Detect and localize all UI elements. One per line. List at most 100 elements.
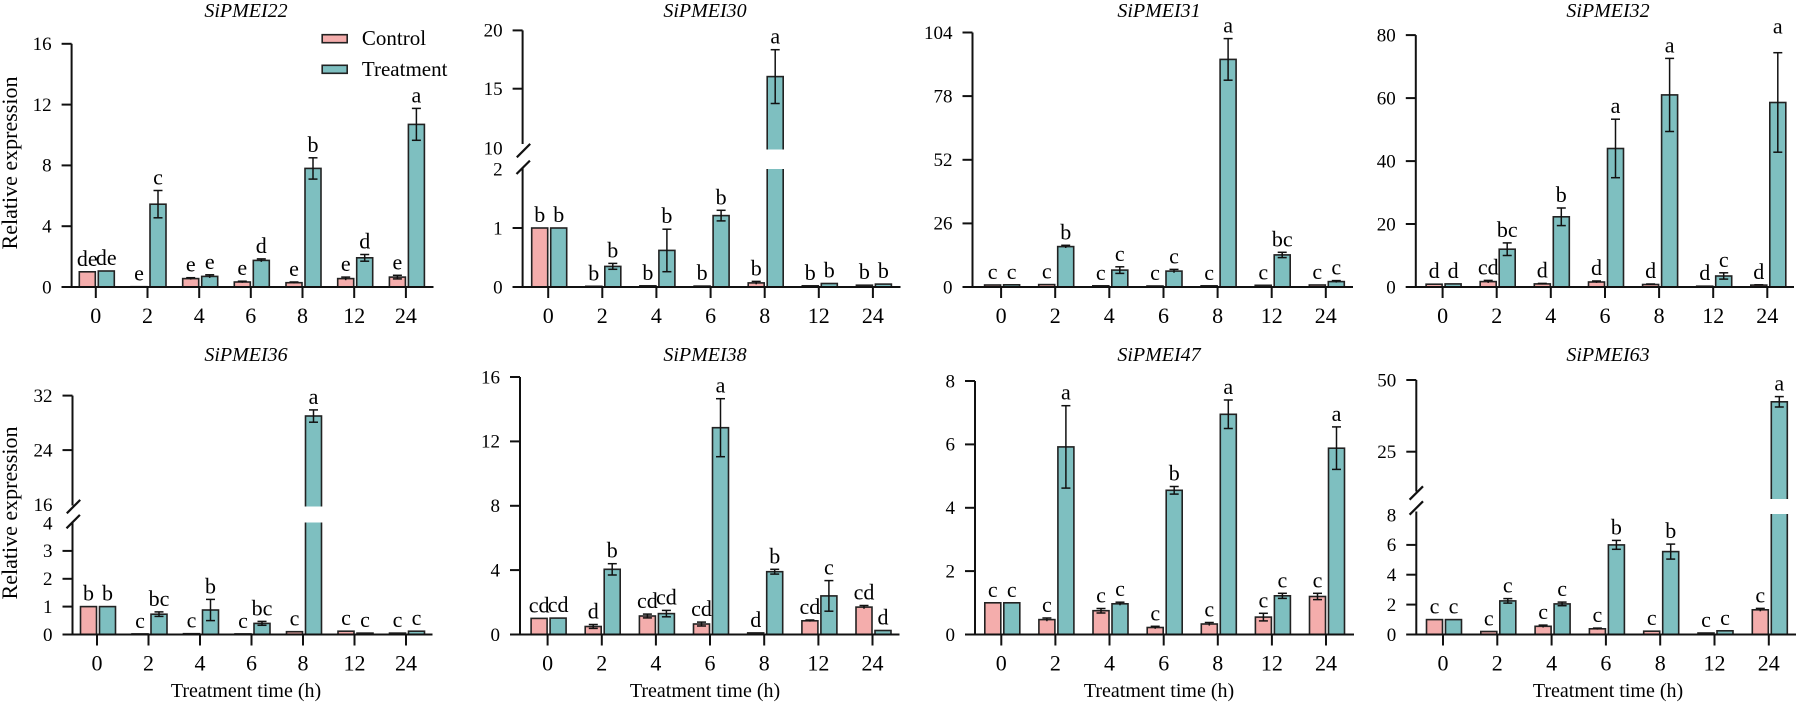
svg-text:1: 1 bbox=[43, 597, 53, 618]
svg-text:0: 0 bbox=[542, 651, 553, 676]
svg-text:b: b bbox=[83, 581, 94, 606]
svg-text:8: 8 bbox=[1387, 505, 1397, 526]
svg-text:50: 50 bbox=[1377, 370, 1396, 391]
svg-text:0: 0 bbox=[996, 303, 1007, 328]
svg-text:b: b bbox=[751, 255, 762, 280]
svg-text:c: c bbox=[1755, 582, 1765, 607]
svg-text:SiPMEI38: SiPMEI38 bbox=[663, 344, 746, 366]
svg-text:d: d bbox=[256, 233, 267, 258]
svg-text:4: 4 bbox=[1104, 303, 1115, 328]
svg-text:a: a bbox=[1223, 374, 1233, 399]
svg-text:2: 2 bbox=[946, 561, 956, 582]
svg-text:c: c bbox=[1204, 597, 1214, 622]
svg-text:b: b bbox=[205, 573, 216, 598]
svg-text:SiPMEI36: SiPMEI36 bbox=[204, 344, 287, 366]
svg-text:12: 12 bbox=[1702, 303, 1724, 328]
svg-text:60: 60 bbox=[1377, 88, 1396, 109]
svg-text:c: c bbox=[360, 607, 370, 632]
svg-text:b: b bbox=[805, 260, 816, 285]
svg-text:6: 6 bbox=[705, 303, 716, 328]
svg-text:b: b bbox=[102, 581, 113, 606]
svg-text:b: b bbox=[769, 543, 780, 568]
svg-text:12: 12 bbox=[343, 303, 365, 328]
svg-text:4: 4 bbox=[491, 560, 501, 581]
svg-text:12: 12 bbox=[807, 651, 829, 676]
svg-text:0: 0 bbox=[946, 625, 956, 646]
svg-text:0: 0 bbox=[1386, 277, 1396, 298]
svg-text:c: c bbox=[412, 605, 422, 630]
svg-text:2: 2 bbox=[1050, 651, 1061, 676]
svg-text:bc: bc bbox=[1497, 217, 1518, 242]
svg-text:c: c bbox=[1430, 594, 1440, 619]
svg-text:c: c bbox=[153, 165, 163, 190]
svg-text:0: 0 bbox=[92, 651, 103, 676]
svg-text:2: 2 bbox=[1491, 303, 1502, 328]
svg-text:c: c bbox=[1278, 567, 1288, 592]
svg-text:cd: cd bbox=[800, 594, 821, 619]
svg-text:2: 2 bbox=[143, 651, 154, 676]
svg-text:2: 2 bbox=[142, 303, 153, 328]
svg-text:d: d bbox=[1448, 258, 1459, 283]
svg-text:4: 4 bbox=[42, 217, 52, 238]
svg-text:a: a bbox=[770, 24, 780, 49]
svg-text:c: c bbox=[1503, 573, 1513, 598]
svg-text:b: b bbox=[588, 260, 599, 285]
svg-text:b: b bbox=[553, 202, 564, 227]
svg-text:de: de bbox=[77, 246, 98, 271]
svg-text:d: d bbox=[359, 229, 370, 254]
svg-text:0: 0 bbox=[493, 277, 503, 298]
svg-text:a: a bbox=[1773, 14, 1783, 39]
svg-text:4: 4 bbox=[1546, 651, 1557, 676]
svg-text:4: 4 bbox=[194, 303, 205, 328]
svg-text:bc: bc bbox=[252, 595, 273, 620]
svg-text:c: c bbox=[1007, 259, 1017, 284]
svg-text:c: c bbox=[1115, 241, 1125, 266]
svg-text:12: 12 bbox=[481, 432, 500, 453]
svg-text:d: d bbox=[588, 599, 599, 624]
svg-text:4: 4 bbox=[1387, 565, 1397, 586]
svg-text:de: de bbox=[96, 245, 117, 270]
svg-text:d: d bbox=[1699, 260, 1710, 285]
svg-text:24: 24 bbox=[1315, 303, 1337, 328]
svg-text:8: 8 bbox=[491, 496, 501, 517]
svg-text:SiPMEI22: SiPMEI22 bbox=[204, 0, 287, 22]
svg-text:e: e bbox=[289, 256, 299, 281]
svg-text:16: 16 bbox=[33, 34, 52, 55]
svg-text:e: e bbox=[134, 261, 144, 286]
svg-text:c: c bbox=[1096, 583, 1106, 608]
svg-text:6: 6 bbox=[1600, 651, 1611, 676]
svg-text:c: c bbox=[1720, 605, 1730, 630]
svg-text:c: c bbox=[1259, 587, 1269, 612]
svg-text:b: b bbox=[1665, 518, 1676, 543]
svg-text:4: 4 bbox=[650, 651, 661, 676]
svg-text:12: 12 bbox=[808, 303, 830, 328]
svg-text:2: 2 bbox=[597, 303, 608, 328]
svg-text:d: d bbox=[1429, 258, 1440, 283]
svg-text:52: 52 bbox=[934, 150, 953, 171]
svg-text:c: c bbox=[1647, 605, 1657, 630]
svg-text:20: 20 bbox=[1377, 214, 1396, 235]
svg-text:bc: bc bbox=[149, 586, 170, 611]
svg-text:25: 25 bbox=[1377, 442, 1396, 463]
svg-text:Relative expression: Relative expression bbox=[0, 427, 22, 600]
svg-text:0: 0 bbox=[996, 651, 1007, 676]
svg-text:6: 6 bbox=[1158, 303, 1169, 328]
svg-text:78: 78 bbox=[934, 86, 953, 107]
svg-text:12: 12 bbox=[33, 95, 52, 116]
svg-text:80: 80 bbox=[1377, 25, 1396, 46]
svg-text:a: a bbox=[716, 373, 726, 398]
svg-text:b: b bbox=[716, 184, 727, 209]
svg-text:40: 40 bbox=[1377, 151, 1396, 172]
svg-text:8: 8 bbox=[759, 303, 770, 328]
svg-text:a: a bbox=[412, 82, 422, 107]
svg-text:c: c bbox=[824, 555, 834, 580]
svg-text:a: a bbox=[1665, 32, 1675, 57]
svg-text:Treatment time (h): Treatment time (h) bbox=[1084, 680, 1234, 702]
svg-text:4: 4 bbox=[1545, 303, 1556, 328]
svg-text:6: 6 bbox=[246, 651, 257, 676]
svg-text:104: 104 bbox=[924, 23, 953, 44]
svg-text:bc: bc bbox=[1272, 226, 1293, 251]
svg-text:2: 2 bbox=[43, 569, 53, 590]
svg-text:6: 6 bbox=[1158, 651, 1169, 676]
svg-text:24: 24 bbox=[1758, 651, 1780, 676]
